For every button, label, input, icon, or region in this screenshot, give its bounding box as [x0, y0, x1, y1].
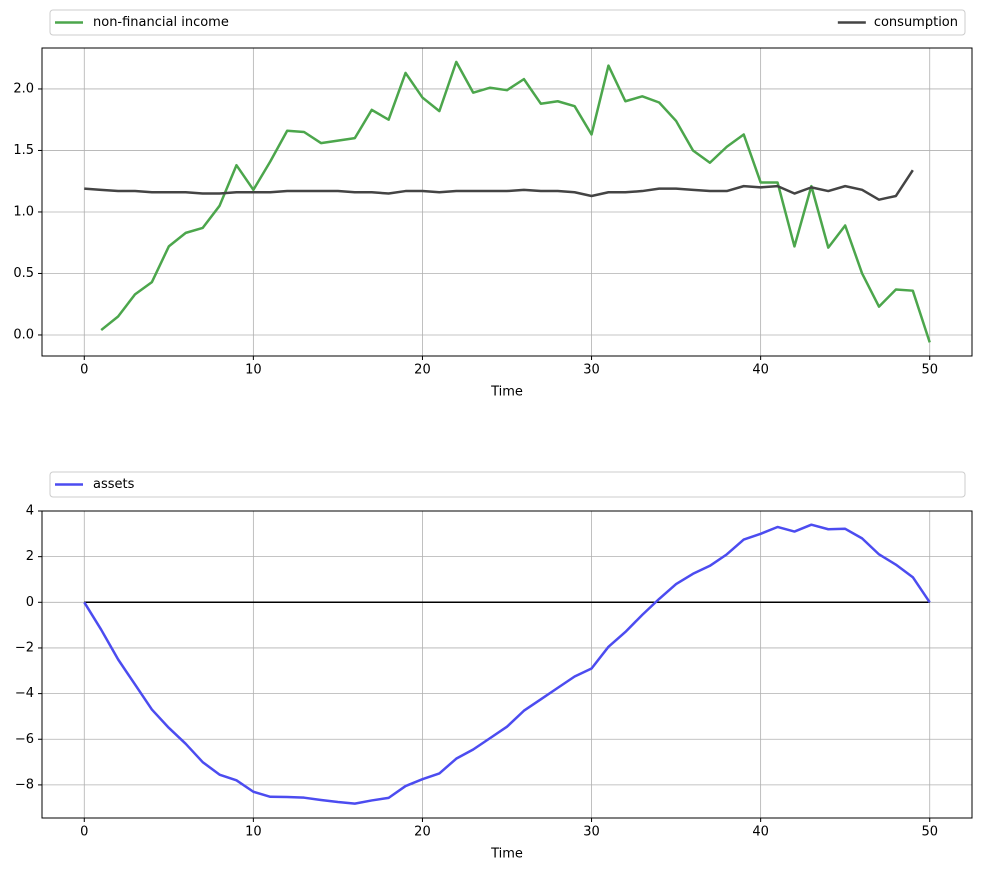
series-line: [100, 60, 931, 343]
x-tick-label: 50: [921, 363, 938, 378]
series-line: [84, 169, 914, 201]
y-tick-label: 2.0: [13, 81, 34, 96]
x-axis-label: Time: [490, 847, 523, 862]
legend-box: [49, 471, 966, 498]
y-tick-label: −4: [15, 686, 34, 701]
x-tick-label: 40: [752, 363, 769, 378]
y-tick-label: 0.5: [13, 266, 34, 281]
x-tick-label: 30: [583, 363, 600, 378]
x-tick-label: 30: [583, 825, 600, 840]
x-tick-label: 20: [414, 825, 431, 840]
legend-label: assets: [93, 477, 135, 492]
x-tick-label: 40: [752, 825, 769, 840]
legend-box: [49, 9, 966, 36]
legend-label: consumption: [874, 15, 958, 30]
x-tick-label: 10: [245, 825, 262, 840]
plot-frame: [41, 47, 973, 357]
y-tick-label: 0: [26, 595, 34, 610]
x-tick-label: 10: [245, 363, 262, 378]
y-tick-label: 1.0: [13, 204, 34, 219]
y-tick-label: −8: [15, 777, 34, 792]
y-tick-label: 4: [26, 504, 34, 519]
y-tick-label: 0.0: [13, 327, 34, 342]
x-tick-label: 50: [921, 825, 938, 840]
legend-label: non-financial income: [93, 15, 229, 30]
series-line: [83, 523, 931, 805]
y-tick-label: −2: [15, 640, 34, 655]
y-tick-label: 2: [26, 549, 34, 564]
y-tick-label: −6: [15, 732, 34, 747]
x-tick-label: 0: [80, 363, 88, 378]
x-tick-label: 0: [80, 825, 88, 840]
x-axis-label: Time: [490, 385, 523, 400]
plot-frame: [41, 510, 973, 819]
y-tick-label: 1.5: [13, 143, 34, 158]
x-tick-label: 20: [414, 363, 431, 378]
